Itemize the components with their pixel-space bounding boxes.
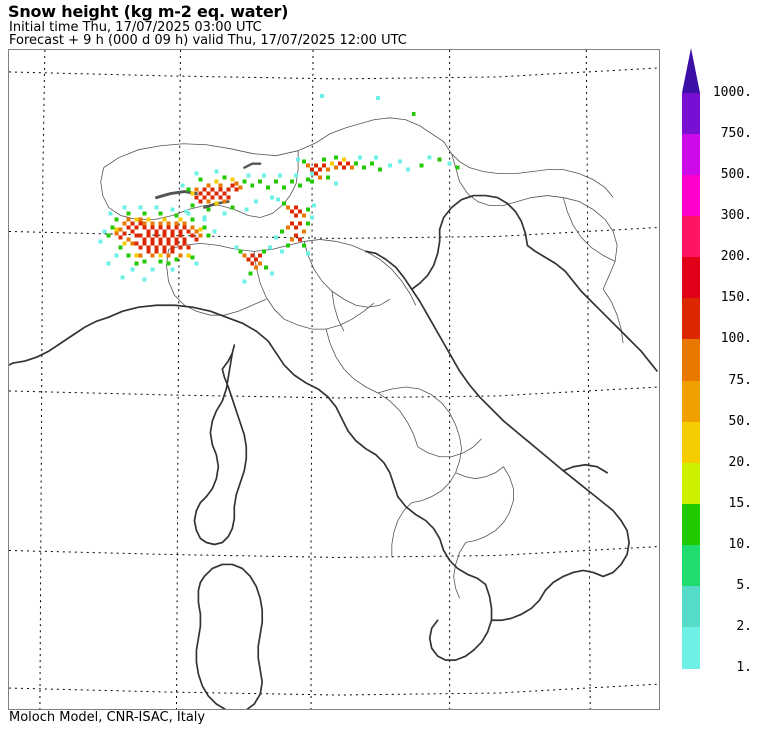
colorbar-tick-label: 500. bbox=[720, 167, 752, 183]
colorbar-band bbox=[682, 175, 700, 217]
colorbar-band bbox=[682, 421, 700, 464]
initial-time-label: Initial time Thu, 17/07/2025 03:00 UTC bbox=[9, 20, 262, 35]
map-panel[interactable] bbox=[8, 49, 660, 710]
colorbar-tick-label: 50. bbox=[728, 413, 752, 429]
colorbar-band bbox=[682, 380, 700, 423]
coastlines bbox=[9, 162, 658, 709]
colorbar-tick-label: 20. bbox=[728, 454, 752, 470]
colorbar-tick-label: 2. bbox=[736, 618, 752, 634]
colorbar-band bbox=[682, 257, 700, 299]
colorbar-top-arrow bbox=[682, 48, 700, 93]
colorbar-tick-label: 1. bbox=[736, 660, 752, 675]
colorbar-tick-label: 5. bbox=[736, 577, 752, 593]
colorbar-band bbox=[682, 339, 700, 382]
colorbar-band bbox=[682, 626, 700, 669]
colorbar-band bbox=[682, 503, 700, 546]
admin-borders bbox=[100, 117, 624, 599]
colorbar-band bbox=[682, 216, 700, 258]
colorbar-tick-label: 100. bbox=[720, 331, 752, 347]
colorbar-band bbox=[682, 462, 700, 505]
map-canvas bbox=[9, 50, 659, 709]
colorbar-band bbox=[682, 544, 700, 587]
colorbar-band bbox=[682, 298, 700, 340]
colorbar-band bbox=[682, 93, 700, 135]
colorbar-tick-label: 150. bbox=[720, 290, 752, 306]
colorbar-tick-label: 15. bbox=[728, 495, 752, 511]
colorbar-band bbox=[682, 585, 700, 628]
colorbar-tick-label: 75. bbox=[728, 372, 752, 388]
colorbar-tick-label: 200. bbox=[720, 249, 752, 265]
forecast-valid-label: Forecast + 9 h (000 d 09 h) valid Thu, 1… bbox=[9, 33, 407, 48]
snow-data-points bbox=[98, 93, 460, 284]
colorbar-band bbox=[682, 134, 700, 176]
model-credit: Moloch Model, CNR-ISAC, Italy bbox=[9, 710, 206, 725]
colorbar-tick-label: 750. bbox=[720, 126, 752, 142]
page-title: Snow height (kg m-2 eq. water) bbox=[8, 2, 289, 21]
colorbar[interactable] bbox=[682, 93, 700, 669]
colorbar-tick-label: 10. bbox=[728, 536, 752, 552]
graticule bbox=[9, 50, 659, 709]
colorbar-tick-label: 300. bbox=[720, 208, 752, 224]
colorbar-tick-label: 1000. bbox=[712, 85, 752, 100]
